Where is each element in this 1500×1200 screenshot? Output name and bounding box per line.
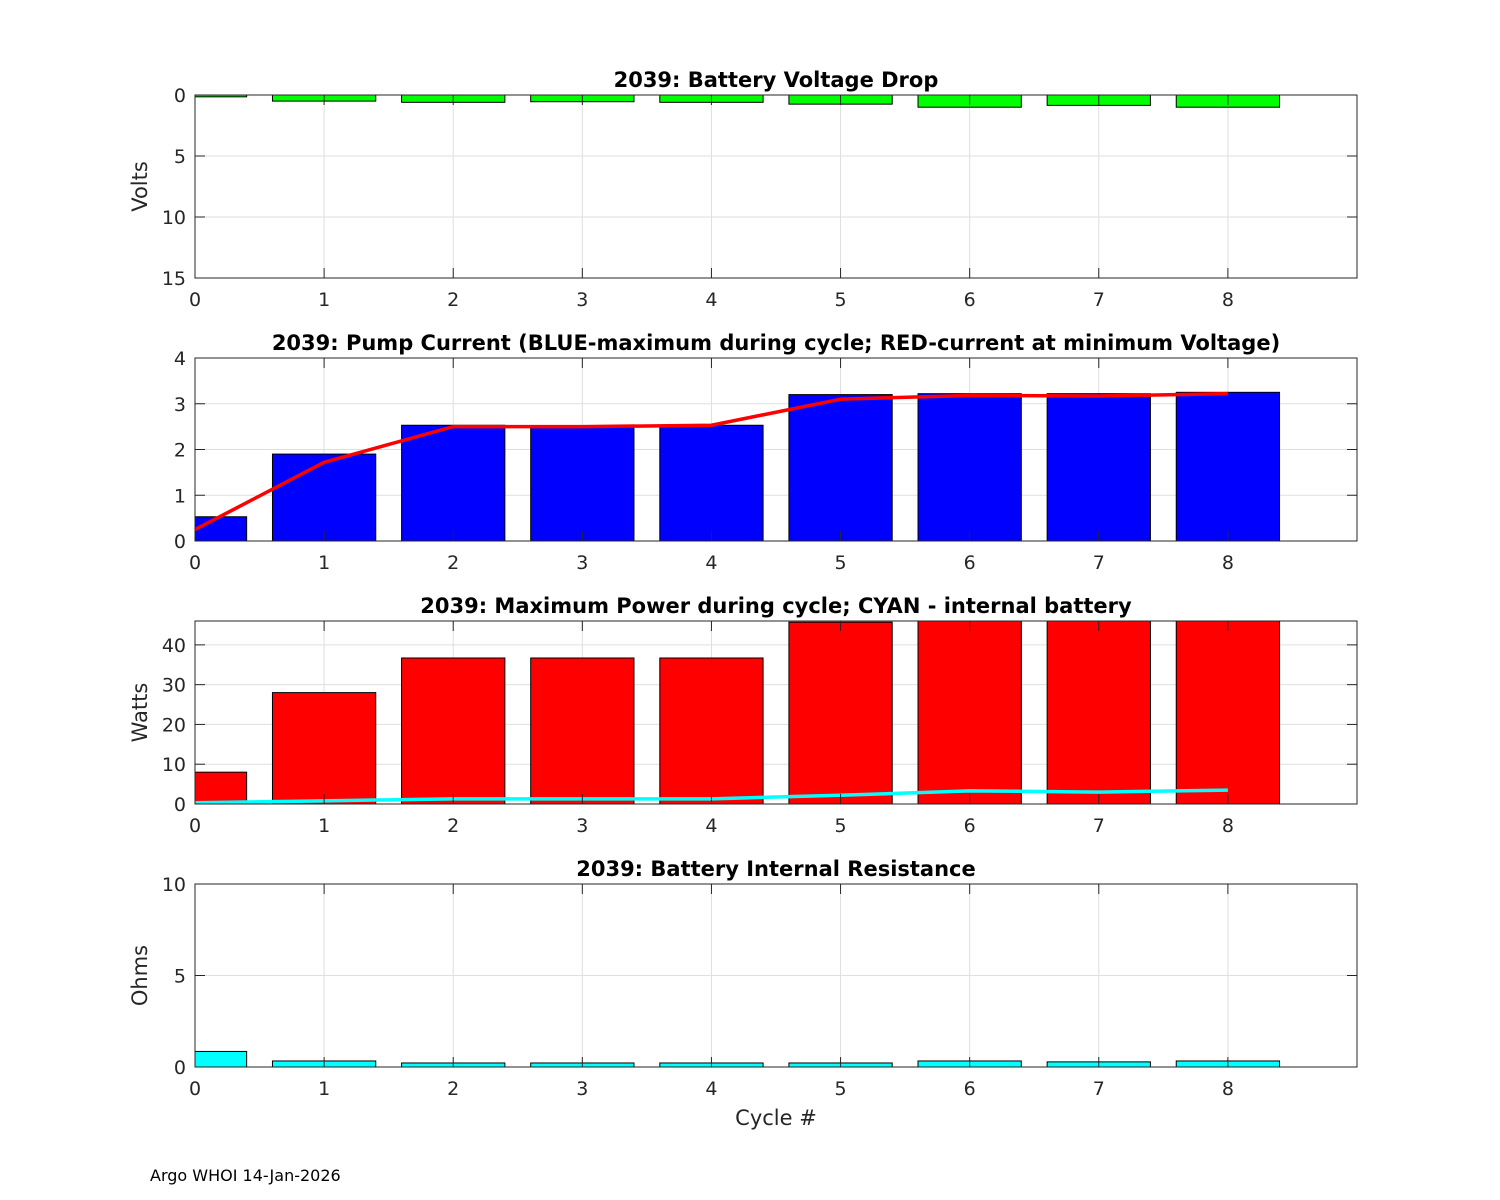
voltage-xtick-label-5: 5 <box>835 289 847 311</box>
current-ytick-label-2: 2 <box>174 440 186 462</box>
voltage-xtick-label-4: 4 <box>705 289 717 311</box>
current-xtick-label-3: 3 <box>576 552 588 574</box>
power-ytick-label-3: 30 <box>162 675 186 697</box>
current-xtick-label-8: 8 <box>1222 552 1234 574</box>
footer-credit: Argo WHOI 14-Jan-2026 <box>150 1166 341 1185</box>
current-xtick-label-2: 2 <box>447 552 459 574</box>
power-ylabel: Watts <box>128 683 152 743</box>
power-ytick-label-4: 40 <box>162 635 186 657</box>
current-line-current-at-minimum-Voltage <box>194 391 1228 532</box>
voltage-ylabel: Volts <box>128 161 152 212</box>
resistance-xtick-label-1: 1 <box>318 1078 330 1100</box>
current-bar-2 <box>401 424 506 542</box>
power-ytick-label-0: 0 <box>174 794 186 816</box>
power-xtick-label-6: 6 <box>964 815 976 837</box>
current-title: 2039: Pump Current (BLUE-maximum during … <box>272 331 1280 355</box>
power-xtick-label-2: 2 <box>447 815 459 837</box>
voltage-xtick-label-8: 8 <box>1222 289 1234 311</box>
resistance-ytick-label-0: 0 <box>174 1057 186 1079</box>
resistance-xtick-label-3: 3 <box>576 1078 588 1100</box>
current-bar-3 <box>530 426 635 542</box>
voltage-xtick-label-6: 6 <box>964 289 976 311</box>
resistance-title: 2039: Battery Internal Resistance <box>576 857 976 881</box>
resistance-ytick-label-2: 10 <box>162 874 186 896</box>
power-bar-8 <box>1175 620 1281 805</box>
current-ytick-label-3: 3 <box>174 394 186 416</box>
resistance-xtick-label-8: 8 <box>1222 1078 1234 1100</box>
current-bar-8 <box>1175 391 1281 542</box>
power-ytick-label-1: 10 <box>162 754 186 776</box>
resistance-xtick-label-7: 7 <box>1093 1078 1105 1100</box>
voltage-ytick-label-3: 15 <box>162 268 186 290</box>
current-bar-1 <box>271 453 377 542</box>
current-xtick-label-7: 7 <box>1093 552 1105 574</box>
power-ytick-label-2: 20 <box>162 714 186 736</box>
current-xtick-label-5: 5 <box>835 552 847 574</box>
power-xtick-label-3: 3 <box>576 815 588 837</box>
voltage-ytick-label-0: 0 <box>174 85 186 107</box>
current-bar-7 <box>1046 393 1151 542</box>
power-bar-0 <box>194 771 248 805</box>
voltage-xtick-label-0: 0 <box>189 289 201 311</box>
power-title: 2039: Maximum Power during cycle; CYAN -… <box>420 594 1132 618</box>
current-xtick-label-6: 6 <box>964 552 976 574</box>
current-bar-6 <box>917 393 1022 542</box>
voltage-axes-box <box>194 94 1358 279</box>
voltage-plot-area <box>195 95 1357 278</box>
voltage-xtick-label-2: 2 <box>447 289 459 311</box>
power-xtick-label-1: 1 <box>318 815 330 837</box>
power-bar-2 <box>401 657 506 805</box>
resistance-xlabel: Cycle # <box>735 1106 817 1130</box>
voltage-title: 2039: Battery Voltage Drop <box>614 68 939 92</box>
power-bar-5 <box>788 621 893 805</box>
current-xtick-label-1: 1 <box>318 552 330 574</box>
power-bar-7 <box>1046 620 1151 805</box>
current-bar-0 <box>194 516 248 542</box>
power-plot-area <box>195 621 1357 804</box>
power-bar-3 <box>530 657 635 805</box>
resistance-bar-0 <box>194 1050 248 1068</box>
resistance-ylabel: Ohms <box>128 945 152 1006</box>
resistance-xtick-label-5: 5 <box>835 1078 847 1100</box>
power-xtick-label-7: 7 <box>1093 815 1105 837</box>
voltage-xtick-label-3: 3 <box>576 289 588 311</box>
power-xtick-label-8: 8 <box>1222 815 1234 837</box>
resistance-xtick-label-4: 4 <box>705 1078 717 1100</box>
resistance-xtick-label-6: 6 <box>964 1078 976 1100</box>
power-xtick-label-0: 0 <box>189 815 201 837</box>
power-bar-6 <box>917 620 1022 805</box>
voltage-ytick-label-2: 10 <box>162 207 186 229</box>
power-bar-4 <box>659 657 764 805</box>
current-bar-5 <box>788 394 893 542</box>
current-ytick-label-4: 4 <box>174 348 186 370</box>
current-bar-4 <box>659 424 764 542</box>
resistance-xtick-label-2: 2 <box>447 1078 459 1100</box>
voltage-ytick-label-1: 5 <box>174 146 186 168</box>
voltage-xtick-label-7: 7 <box>1093 289 1105 311</box>
resistance-xtick-label-0: 0 <box>189 1078 201 1100</box>
power-axes-box <box>194 620 1358 805</box>
voltage-xtick-label-1: 1 <box>318 289 330 311</box>
power-bar-1 <box>271 692 377 805</box>
resistance-ytick-label-1: 5 <box>174 966 186 988</box>
current-xtick-label-4: 4 <box>705 552 717 574</box>
power-xtick-label-4: 4 <box>705 815 717 837</box>
current-ytick-label-1: 1 <box>174 485 186 507</box>
current-xtick-label-0: 0 <box>189 552 201 574</box>
current-ytick-label-0: 0 <box>174 531 186 553</box>
power-xtick-label-5: 5 <box>835 815 847 837</box>
